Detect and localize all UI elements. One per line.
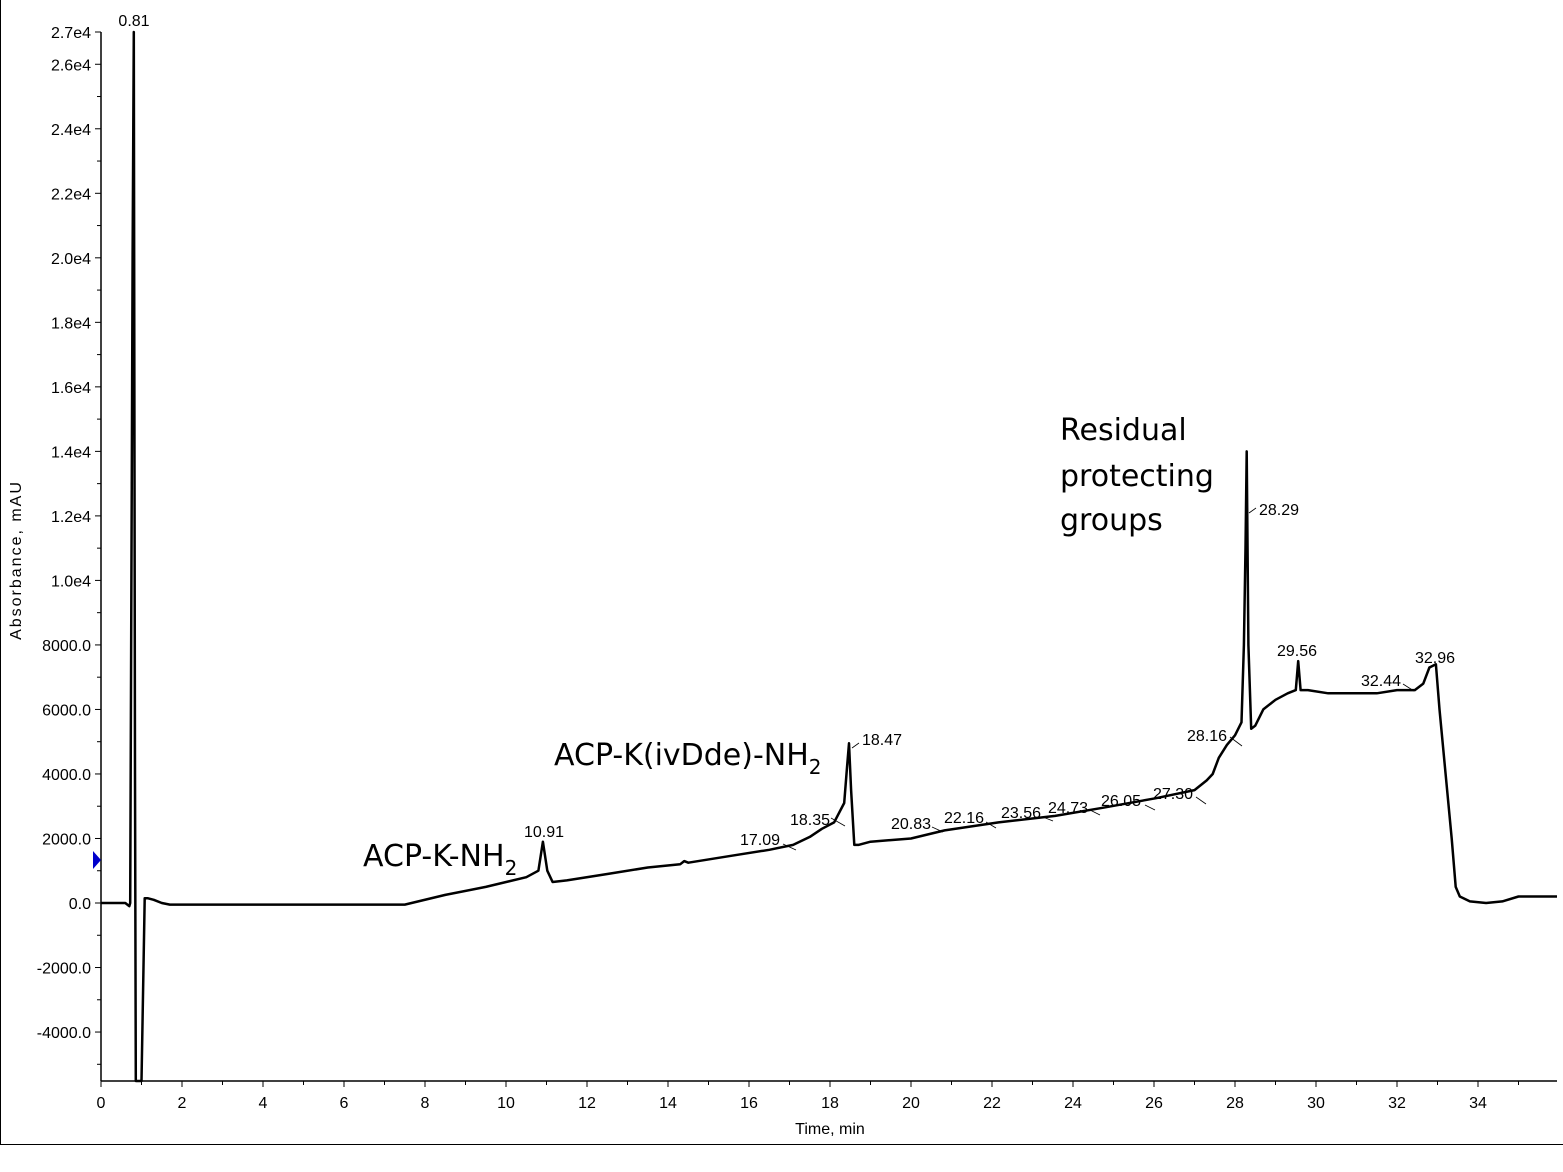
y-tick-label: 2.7e4 [51,25,91,42]
peak-label-28-16: 28.16 [1187,728,1227,745]
y-tick-label: 0.0 [69,896,91,913]
y-tick-label: 1.6e4 [51,380,91,397]
x-tick-label: 24 [1064,1095,1082,1112]
x-tick-label: 12 [578,1095,596,1112]
chromatogram-trace [101,30,1557,1083]
y-tick-label: 2.2e4 [51,186,91,203]
peak-label-17-09: 17.09 [740,832,780,849]
x-tick-label: 2 [178,1095,187,1112]
x-tick-label: 0 [97,1095,106,1112]
peak-labels: 0.81 10.91 17.09 18.35 18.47 20.83 22.16… [118,13,1455,849]
peak-leader-lines [782,507,1415,851]
y-tick-label: 1.4e4 [51,444,91,461]
y-tick-label: 2.0e4 [51,251,91,268]
x-tick-label: 8 [421,1095,430,1112]
x-axis: 0 2 4 6 8 10 12 14 16 18 20 22 24 26 28 30 32 34 [97,1080,1557,1112]
annotation-residual-line1: Residual [1060,413,1187,448]
compound-annotations: ACP-K-NH2 ACP-K(ivDde)-NH2 Residual prot… [363,413,1214,880]
peak-label-28-29: 28.29 [1259,502,1299,519]
y-tick-label: 6000.0 [42,702,91,719]
annotation-residual-line3: groups [1060,503,1163,538]
x-tick-label: 26 [1145,1095,1163,1112]
peak-label-29-56: 29.56 [1277,643,1317,660]
y-tick-label: 2.4e4 [51,122,91,139]
x-tick-label: 14 [659,1095,677,1112]
peak-label-32-96: 32.96 [1415,650,1455,667]
annotation-residual-line2: protecting [1060,459,1214,494]
peak-label-20-83: 20.83 [891,816,931,833]
peak-label-0-81: 0.81 [118,13,149,30]
x-tick-label: 6 [340,1095,349,1112]
x-tick-label: 16 [740,1095,758,1112]
y-tick-label: -2000.0 [37,961,91,978]
x-tick-label: 4 [259,1095,268,1112]
peak-label-24-73: 24.73 [1048,800,1088,817]
x-tick-label: 30 [1307,1095,1325,1112]
y-tick-label: -4000.0 [37,1025,91,1042]
peak-label-27-30: 27.30 [1153,786,1193,803]
y-axis-title: Absorbance, mAU [8,480,25,640]
x-tick-label: 32 [1388,1095,1406,1112]
x-tick-label: 18 [821,1095,839,1112]
y-tick-label: 1.8e4 [51,315,91,332]
y-tick-label: 1.0e4 [51,573,91,590]
y-tick-label: 4000.0 [42,767,91,784]
peak-label-23-56: 23.56 [1001,805,1041,822]
y-tick-label: 2000.0 [42,831,91,848]
peak-label-26-05: 26.05 [1101,793,1141,810]
y-tick-label: 1.2e4 [51,509,91,526]
x-axis-title: Time, min [795,1121,865,1138]
x-tick-label: 22 [983,1095,1001,1112]
y-tick-label: 8000.0 [42,638,91,655]
peak-label-10-91: 10.91 [524,824,564,841]
peak-label-18-35: 18.35 [790,812,830,829]
x-tick-label: 34 [1469,1095,1487,1112]
chart-frame [0,0,1563,1145]
peak-label-32-44: 32.44 [1361,673,1401,690]
x-tick-label: 20 [902,1095,920,1112]
y-tick-label: 2.6e4 [51,57,91,74]
baseline-marker-icon [93,851,101,869]
peak-label-22-16: 22.16 [944,810,984,827]
x-tick-label: 10 [497,1095,515,1112]
annotation-acp-k-nh2: ACP-K-NH2 [363,839,517,880]
y-axis: 2.7e4 2.6e4 2.4e4 2.2e4 2.0e4 1.8e4 1.6e4 1.4e4… [37,25,102,1081]
peak-label-18-47: 18.47 [862,732,902,749]
x-tick-label: 28 [1226,1095,1244,1112]
annotation-acp-k-ivdde-nh2: ACP-K(ivDde)-NH2 [554,738,822,779]
